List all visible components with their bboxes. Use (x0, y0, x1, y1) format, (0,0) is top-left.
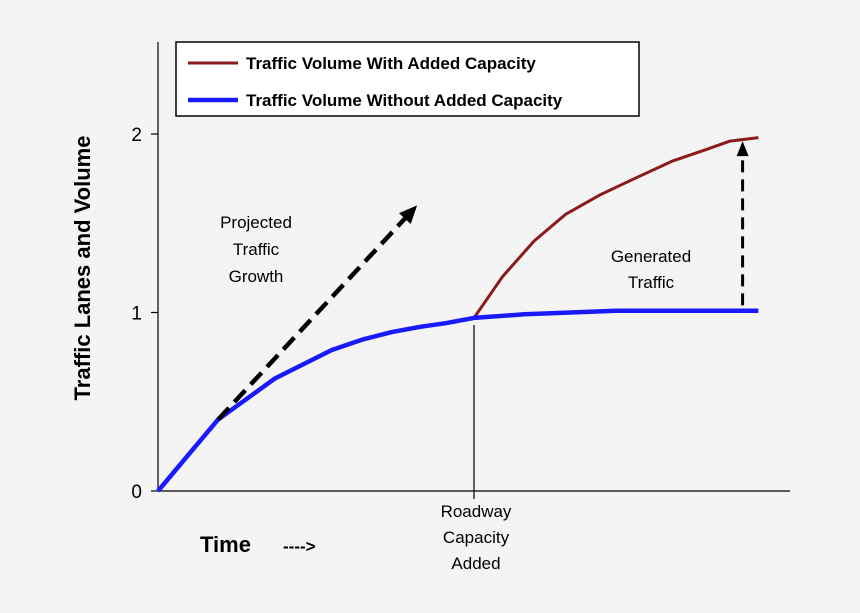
generated-arrow-head (736, 141, 749, 157)
legend-box (175, 41, 640, 117)
growth-arrow-shaft (216, 217, 407, 422)
axes: 0 1 2 Traffic Lanes and Volume Time ----> (70, 42, 790, 557)
y-tick-label: 2 (131, 125, 142, 146)
capacity-added-label: Roadway (441, 502, 512, 521)
x-axis-arrow-label: ----> (283, 537, 316, 556)
projected-growth-label: Growth (229, 267, 284, 286)
y-axis-label: Traffic Lanes and Volume (70, 136, 95, 401)
generated-traffic-label: Traffic (628, 273, 675, 292)
generated-traffic-label: Generated (611, 247, 691, 266)
x-axis-label: Time (200, 532, 251, 557)
series-line-without-capacity (156, 308, 759, 493)
annotations: Projected Traffic Growth Generated Traffic Ro… (216, 141, 749, 573)
growth-arrow-head (399, 205, 418, 225)
projected-growth-label: Traffic (233, 240, 280, 259)
y-tick-label: 0 (131, 482, 142, 503)
legend-label-with-capacity: Traffic Volume With Added Capacity (246, 54, 536, 73)
plot-lines (156, 136, 759, 493)
capacity-added-label: Capacity (443, 528, 510, 547)
y-tick-label: 1 (131, 304, 142, 325)
legend: Traffic Volume With Added Capacity Traffi… (175, 41, 640, 117)
legend-label-without-capacity: Traffic Volume Without Added Capacity (246, 91, 563, 110)
series-line-with-capacity (472, 136, 759, 319)
capacity-added-label: Added (451, 554, 500, 573)
projected-growth-label: Projected (220, 213, 292, 232)
